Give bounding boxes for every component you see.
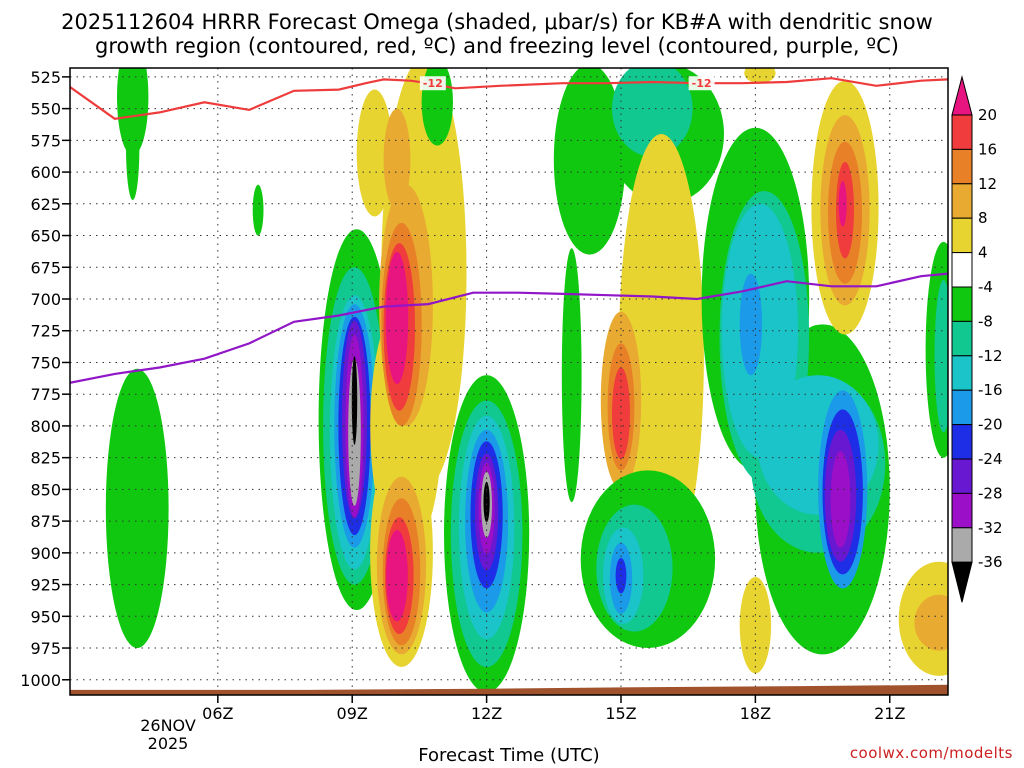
x-axis-title: Forecast Time (UTC) bbox=[418, 745, 599, 766]
omega-region-16 bbox=[383, 108, 411, 211]
y-axis: 525 550 575 600 625 650 675 700 725 750 775 800 825 8… bbox=[20, 68, 70, 690]
dgz-label-bg-1 bbox=[688, 76, 715, 91]
y-tick-label-650: 650 bbox=[30, 227, 61, 246]
omega-region-26 bbox=[421, 68, 453, 146]
date-label-year: 2025 bbox=[148, 734, 189, 753]
y-tick-label-950: 950 bbox=[30, 607, 61, 626]
dgz-minus12-line bbox=[70, 77, 948, 120]
colorbar-label-12: 12 bbox=[978, 175, 997, 193]
y-tick-label-525: 525 bbox=[30, 68, 61, 87]
y-tick-label-875: 875 bbox=[30, 512, 61, 531]
terrain-ground bbox=[70, 684, 948, 695]
colorbar-segment-20 bbox=[951, 114, 973, 150]
colorbar-label--24: -24 bbox=[978, 450, 1003, 468]
omega-region-3 bbox=[105, 368, 169, 648]
omega-region-13 bbox=[356, 89, 393, 217]
omega-region-25 bbox=[386, 530, 408, 622]
colorbar-segment-4 bbox=[951, 252, 973, 288]
colorbar-label--28: -28 bbox=[978, 484, 1003, 502]
colorbar-label-20: 20 bbox=[978, 106, 997, 124]
colorbar-segment--28 bbox=[951, 492, 973, 529]
colorbar-label--36: -36 bbox=[978, 553, 1003, 571]
colorbar-label--20: -20 bbox=[978, 416, 1003, 434]
freezing-level-line bbox=[70, 272, 948, 384]
contour-lines: -12 -12 bbox=[70, 76, 948, 695]
dgz-contour-label-1: -12 bbox=[692, 77, 712, 90]
colorbar-label--32: -32 bbox=[978, 519, 1003, 537]
omega-region-38 bbox=[561, 248, 582, 503]
y-tick-label-575: 575 bbox=[30, 131, 61, 150]
omega-region-64 bbox=[838, 181, 847, 227]
date-label-day: 26NOV bbox=[140, 716, 196, 735]
colorbar-segment--16 bbox=[951, 389, 973, 426]
colorbar-max-arrow bbox=[951, 75, 973, 116]
grid-lines bbox=[70, 68, 948, 695]
y-tick-label-800: 800 bbox=[30, 417, 61, 436]
chart-title-line-1: 2025112604 HRRR Forecast Omega (shaded, … bbox=[61, 10, 933, 34]
y-tick-label-625: 625 bbox=[30, 195, 61, 214]
y-tick-label-900: 900 bbox=[30, 544, 61, 563]
colorbar-label-4: 4 bbox=[978, 244, 988, 262]
y-tick-label-600: 600 bbox=[30, 163, 61, 182]
plot-area: -12 -12 525 550 575 600 625 650 675 700 725 750 775… bbox=[20, 67, 949, 723]
omega-region-59 bbox=[830, 451, 851, 548]
omega-region-39 bbox=[612, 68, 693, 157]
omega-region-67 bbox=[914, 594, 948, 651]
omega-region-40 bbox=[618, 134, 704, 579]
colorbar-label--12: -12 bbox=[978, 347, 1003, 365]
colorbar-segment--20 bbox=[951, 424, 973, 460]
colorbar-label-16: 16 bbox=[978, 140, 997, 158]
x-tick-label-06Z: 06Z bbox=[202, 704, 233, 723]
omega-region-69 bbox=[934, 279, 948, 433]
dgz-contour-label-0: -12 bbox=[423, 77, 443, 90]
y-tick-label-825: 825 bbox=[30, 449, 61, 468]
y-tick-label-975: 975 bbox=[30, 639, 61, 658]
y-tick-label-675: 675 bbox=[30, 258, 61, 277]
plot-frame bbox=[69, 67, 949, 696]
omega-region-70 bbox=[744, 68, 776, 84]
x-axis: 06Z 09Z 12Z 15Z 18Z 21Z bbox=[202, 695, 905, 723]
omega-region-2 bbox=[252, 184, 264, 236]
omega-region-12 bbox=[351, 356, 358, 445]
omega-region-65 bbox=[739, 577, 772, 674]
colorbar-segment-16 bbox=[951, 148, 973, 185]
omega-region-55 bbox=[739, 273, 763, 376]
y-tick-label-1000: 1000 bbox=[20, 671, 61, 690]
omega-region-35 bbox=[483, 481, 490, 523]
x-tick-label-18Z: 18Z bbox=[740, 704, 771, 723]
y-tick-label-750: 750 bbox=[30, 353, 61, 372]
y-tick-label-850: 850 bbox=[30, 480, 61, 499]
omega-region-20 bbox=[385, 252, 409, 384]
y-tick-label-775: 775 bbox=[30, 385, 61, 404]
colorbar-label-8: 8 bbox=[978, 209, 988, 227]
colorbar-label--16: -16 bbox=[978, 381, 1003, 399]
omega-shading bbox=[105, 68, 948, 693]
colorbar-segment-8 bbox=[951, 217, 973, 254]
colorbar-segment-12 bbox=[951, 183, 973, 219]
chart-title-line-2: growth region (contoured, red, ºC) and f… bbox=[95, 34, 899, 58]
dgz-label-bg-0 bbox=[419, 76, 446, 91]
x-tick-label-12Z: 12Z bbox=[471, 704, 502, 723]
colorbar-label--8: -8 bbox=[978, 312, 993, 330]
credit-link[interactable]: coolwx.com/modelts bbox=[850, 744, 1013, 762]
y-tick-label-725: 725 bbox=[30, 322, 61, 341]
y-tick-label-550: 550 bbox=[30, 100, 61, 119]
colorbar-segment--32 bbox=[951, 527, 973, 563]
colorbar-segment--8 bbox=[951, 320, 973, 357]
omega-region-36 bbox=[553, 68, 626, 255]
colorbar-segment--12 bbox=[951, 355, 973, 391]
colorbar-segment--24 bbox=[951, 458, 973, 494]
x-tick-label-21Z: 21Z bbox=[874, 704, 905, 723]
x-tick-label-09Z: 09Z bbox=[337, 704, 368, 723]
colorbar: -36 -32 -28 -24 -20 -16 -12 -8 -4 4 8 12 16 20 bbox=[951, 75, 1003, 603]
y-tick-label-925: 925 bbox=[30, 576, 61, 595]
x-tick-label-15Z: 15Z bbox=[605, 704, 636, 723]
colorbar-segment--4 bbox=[951, 286, 973, 322]
colorbar-label--4: -4 bbox=[978, 278, 993, 296]
omega-region-1 bbox=[126, 93, 140, 200]
y-tick-label-700: 700 bbox=[30, 290, 61, 309]
colorbar-min-arrow bbox=[951, 561, 973, 603]
